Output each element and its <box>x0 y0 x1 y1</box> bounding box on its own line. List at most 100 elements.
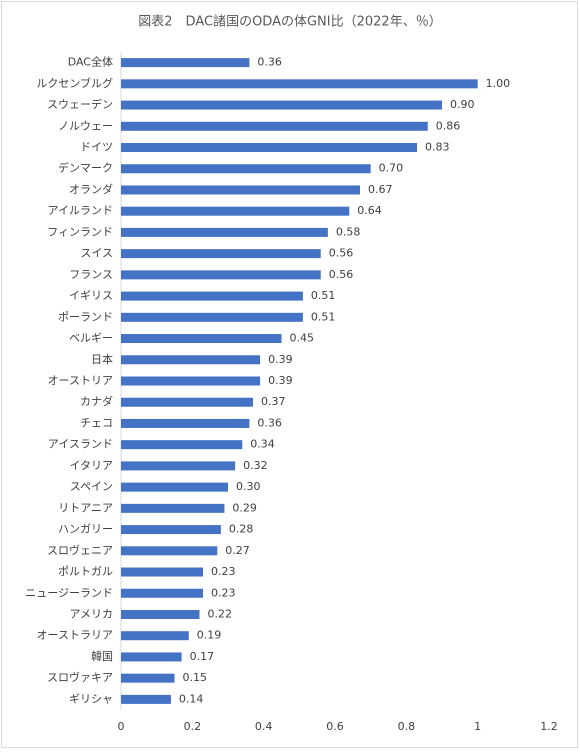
y-tick-label: スペイン <box>70 480 113 493</box>
y-tick-label: ルクセンブルグ <box>36 76 113 90</box>
bar <box>121 185 360 195</box>
bar <box>121 397 253 407</box>
chart-title: 図表2 DAC諸国のODAの体GNI比（2022年、％） <box>138 14 441 30</box>
value-label: 0.67 <box>368 183 393 196</box>
bar <box>121 418 250 428</box>
bar <box>121 609 200 619</box>
y-tick-label: オーストラリア <box>37 629 113 642</box>
y-tick-label: 日本 <box>91 352 113 366</box>
value-label: 0.19 <box>197 629 222 642</box>
bar <box>121 525 221 535</box>
y-tick-label: リトアニア <box>58 501 113 514</box>
x-tick-label: 0.2 <box>184 720 202 733</box>
bar <box>121 355 261 365</box>
bar <box>121 631 189 641</box>
value-label: 0.23 <box>211 586 236 599</box>
value-label: 0.15 <box>183 671 208 684</box>
bar <box>121 143 418 153</box>
value-label: 0.58 <box>336 225 361 238</box>
x-tick-label: 0.6 <box>326 720 344 733</box>
y-tick-label: フランス <box>69 268 113 281</box>
y-tick-label: フィンランド <box>47 225 113 238</box>
bar <box>121 440 243 450</box>
value-label: 0.28 <box>229 523 254 536</box>
bar <box>121 588 204 598</box>
y-tick-label: アメリカ <box>70 607 113 620</box>
x-tick-label: 1.2 <box>540 720 558 733</box>
value-label: 0.23 <box>211 565 236 578</box>
y-tick-label: スロヴェニア <box>47 543 113 557</box>
value-label: 0.36 <box>257 416 282 429</box>
bar <box>121 503 225 513</box>
value-label: 0.51 <box>311 310 336 323</box>
value-label: 0.17 <box>190 650 215 663</box>
bar <box>121 334 282 344</box>
bar <box>121 312 303 322</box>
bar <box>121 58 250 68</box>
value-label: 0.37 <box>261 395 286 408</box>
y-tick-label: DAC全体 <box>68 55 113 69</box>
y-tick-label: 韓国 <box>91 650 113 663</box>
bar <box>121 376 261 386</box>
value-label: 0.45 <box>290 332 315 345</box>
value-label: 0.51 <box>311 289 336 302</box>
x-tick-label: 0.4 <box>255 720 273 733</box>
y-tick-label: スイス <box>80 247 113 260</box>
bar <box>121 291 303 301</box>
x-tick-label: 0.8 <box>398 720 416 733</box>
y-tick-label: ノルウェー <box>58 119 113 132</box>
y-tick-label: オランダ <box>69 182 113 196</box>
bar <box>121 567 204 577</box>
value-label: 0.30 <box>236 480 261 493</box>
y-tick-label: イタリア <box>69 459 113 472</box>
bar <box>121 100 442 110</box>
y-tick-label: アイルランド <box>48 204 113 217</box>
value-label: 0.56 <box>329 247 354 260</box>
value-label: 1.00 <box>486 77 511 90</box>
x-tick-label: 1 <box>474 720 481 733</box>
y-tick-label: ドイツ <box>80 141 113 154</box>
bar <box>121 652 182 662</box>
y-tick-label: イギリス <box>69 289 113 302</box>
bar <box>121 461 236 471</box>
bar <box>121 79 478 89</box>
y-tick-label: ベルギー <box>69 332 113 345</box>
value-label: 0.83 <box>425 141 450 154</box>
y-tick-label: ニュージーランド <box>25 586 113 599</box>
value-label: 0.86 <box>436 119 461 132</box>
value-label: 0.32 <box>243 459 268 472</box>
y-tick-label: アイスランド <box>48 438 113 451</box>
value-label: 0.39 <box>268 353 293 366</box>
bar <box>121 164 371 174</box>
value-label: 0.39 <box>268 374 293 387</box>
value-label: 0.22 <box>207 607 232 620</box>
y-tick-label: オーストリア <box>48 374 113 387</box>
value-label: 0.29 <box>232 501 257 514</box>
bar <box>121 121 428 131</box>
value-label: 0.70 <box>379 162 404 175</box>
bar <box>121 673 175 683</box>
bar <box>121 249 321 259</box>
y-tick-label: ポーランド <box>58 310 113 323</box>
y-tick-label: スウェーデン <box>47 97 113 111</box>
value-label: 0.64 <box>357 204 382 217</box>
y-tick-label: デンマーク <box>58 161 113 175</box>
bar <box>121 546 218 556</box>
y-tick-label: スロヴァキア <box>47 670 113 684</box>
y-tick-label: ポルトガル <box>58 565 113 578</box>
bar <box>121 206 350 216</box>
value-label: 0.34 <box>250 438 275 451</box>
bar <box>121 694 171 704</box>
y-tick-label: ギリシャ <box>69 692 113 705</box>
bar <box>121 227 328 237</box>
value-label: 0.36 <box>257 56 282 69</box>
value-label: 0.90 <box>450 98 475 111</box>
bar <box>121 270 321 280</box>
value-label: 0.27 <box>225 544 250 557</box>
value-label: 0.14 <box>179 692 204 705</box>
bar <box>121 482 228 492</box>
y-tick-label: チェコ <box>80 416 113 429</box>
y-tick-label: カナダ <box>80 394 113 408</box>
y-tick-label: ハンガリー <box>58 523 113 536</box>
